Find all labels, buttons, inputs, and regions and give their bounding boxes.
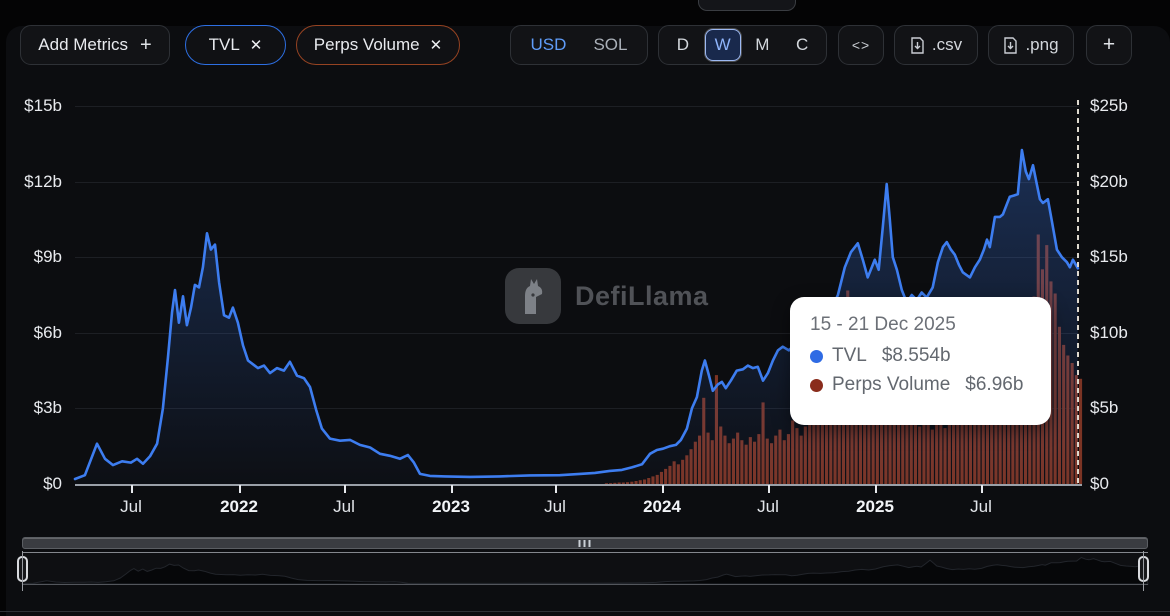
tooltip-perps-value: $6.96b	[965, 374, 1024, 395]
currency-toggle: USD SOL	[510, 25, 648, 65]
tooltip-date-range: 15 - 21 Dec 2025	[810, 314, 956, 335]
watermark: DefiLlama	[505, 268, 709, 324]
currency-option-sol[interactable]: SOL	[593, 35, 628, 54]
hover-crosshair	[1077, 100, 1079, 485]
file-download-icon	[1004, 36, 1018, 54]
csv-label: .csv	[931, 35, 963, 54]
x-axis-tick	[344, 485, 346, 493]
right-axis-label: $15b	[1090, 247, 1128, 266]
right-axis-label: $5b	[1090, 398, 1119, 417]
interval-option-daily[interactable]: D	[676, 35, 690, 54]
watermark-text: DefiLlama	[575, 280, 709, 311]
right-axis-label: $25b	[1090, 96, 1128, 115]
brush-handle-right[interactable]	[1138, 551, 1149, 591]
left-axis-label: $3b	[33, 398, 62, 417]
tooltip-perps-label: Perps Volume	[832, 374, 951, 395]
x-axis-label: Jul	[544, 497, 566, 516]
x-axis-label: Jul	[970, 497, 992, 516]
bottom-divider	[0, 611, 1170, 612]
interval-option-weekly[interactable]: W	[704, 29, 741, 61]
right-axis-label: $20b	[1090, 172, 1128, 191]
metric-pill-tvl-label: TVL	[208, 35, 240, 54]
x-axis-label: 2022	[220, 497, 258, 516]
gridline	[75, 182, 1079, 183]
x-axis-tick	[875, 485, 877, 493]
x-axis-tick	[981, 485, 983, 493]
left-axis-label: $0	[43, 474, 62, 493]
chart-scrollbar[interactable]	[22, 537, 1148, 549]
left-axis-label: $12b	[24, 172, 62, 191]
scrollbar-grip-icon[interactable]	[578, 540, 592, 547]
right-axis-label: $10b	[1090, 323, 1128, 342]
top-notch	[698, 0, 796, 11]
x-axis-label: 2023	[432, 497, 470, 516]
right-axis-label: $0	[1090, 474, 1109, 493]
gridline	[75, 106, 1079, 107]
embed-icon: <>	[851, 37, 871, 53]
interval-option-cumulative[interactable]: C	[795, 35, 809, 54]
metric-pill-perps-label: Perps Volume	[313, 35, 420, 54]
close-icon[interactable]: ✕	[429, 37, 443, 54]
gridline	[75, 257, 1079, 258]
interval-option-monthly[interactable]: M	[755, 35, 770, 54]
perps-dot-icon	[810, 378, 823, 392]
tooltip-row-perps: Perps Volume $6.96b	[810, 374, 1031, 396]
x-axis-label: Jul	[333, 497, 355, 516]
download-csv-button[interactable]: .csv	[894, 25, 978, 65]
brush-navigator[interactable]	[22, 552, 1148, 585]
more-options-button[interactable]: +	[1086, 25, 1132, 65]
left-axis-label: $9b	[33, 247, 62, 266]
interval-toggle: D W M C	[658, 25, 827, 65]
tooltip-row-tvl: TVL $8.554b	[810, 345, 1031, 367]
x-axis-label: Jul	[120, 497, 142, 516]
x-axis-label: 2024	[643, 497, 681, 516]
x-axis-tick	[555, 485, 557, 493]
x-axis-tick	[239, 485, 241, 493]
tooltip-tvl-value: $8.554b	[881, 345, 951, 366]
x-axis-tick	[662, 485, 664, 493]
x-axis-tick	[131, 485, 133, 493]
plus-icon: +	[140, 33, 152, 56]
left-axis-label: $15b	[24, 96, 62, 115]
embed-button[interactable]: <>	[838, 25, 884, 65]
left-axis-label: $6b	[33, 323, 62, 342]
metric-pill-perps-volume[interactable]: Perps Volume ✕	[296, 25, 460, 65]
brush-handle-left[interactable]	[17, 551, 28, 591]
defillama-logo-icon	[505, 268, 561, 324]
plus-icon: +	[1102, 33, 1116, 56]
x-axis-label: 2025	[856, 497, 894, 516]
metric-pill-tvl[interactable]: TVL ✕	[185, 25, 286, 65]
chart-tooltip: 15 - 21 Dec 2025 TVL $8.554b Perps Volum…	[790, 297, 1051, 425]
add-metrics-button[interactable]: Add Metrics +	[20, 25, 170, 65]
add-metrics-label: Add Metrics	[38, 35, 129, 54]
tvl-dot-icon	[810, 349, 823, 363]
x-axis-label: Jul	[757, 497, 779, 516]
tooltip-tvl-label: TVL	[832, 345, 867, 366]
close-icon[interactable]: ✕	[249, 37, 263, 54]
download-png-button[interactable]: .png	[988, 25, 1074, 65]
png-label: .png	[1025, 35, 1059, 54]
x-axis-tick	[768, 485, 770, 493]
file-download-icon	[911, 36, 924, 54]
x-axis-line	[75, 484, 1082, 486]
x-axis-tick	[451, 485, 453, 493]
currency-option-usd[interactable]: USD	[530, 35, 567, 54]
